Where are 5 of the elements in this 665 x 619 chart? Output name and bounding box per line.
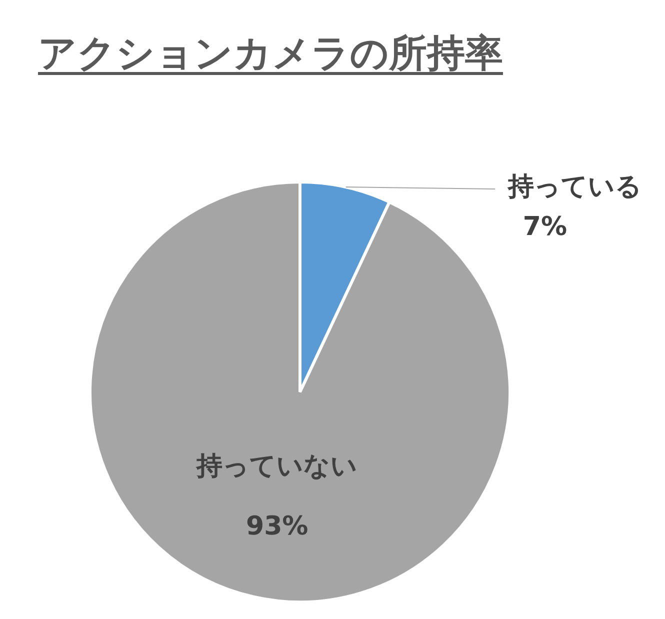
chart-title: アクションカメラの所持率 [38, 30, 503, 77]
data-label: 93% [246, 511, 308, 542]
slice-label: 持っていない [196, 451, 358, 482]
data-label: 7% [522, 212, 568, 242]
slice-label: 持っている [507, 172, 642, 202]
